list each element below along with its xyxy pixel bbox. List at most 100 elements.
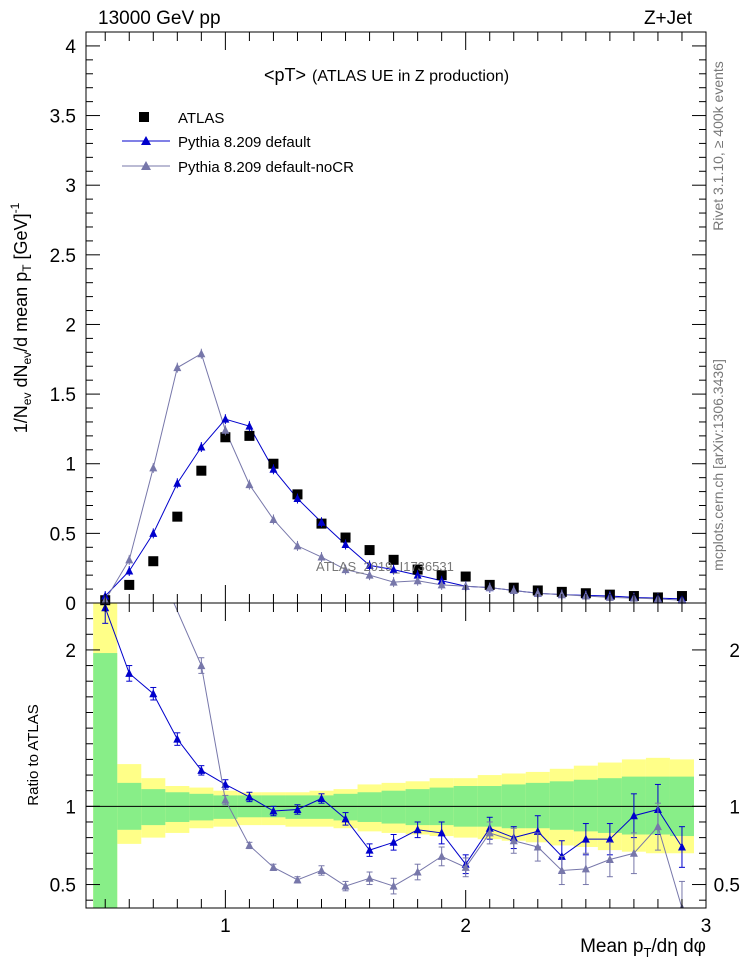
x-axis: 1 2 3 [104,32,712,937]
ratio-point-0 [629,811,638,820]
svg-text:1/Nev dNev/d mean pT [GeV]-1: 1/Nev dNev/d mean pT [GeV]-1 [8,202,34,433]
ratio-point-0 [293,804,302,813]
ratio-point-1 [605,855,614,864]
main-point-1 [149,528,158,537]
main-point-atlas [244,430,255,441]
ratio-point-0 [245,792,254,801]
main-y-axis-label: 1/Nev dNev/d mean pT [GeV]-1 [8,202,34,433]
main-point-2 [341,565,350,574]
rivet-version-label: Rivet 3.1.10, ≥ 400k events [710,61,726,231]
mcplots-label: mcplots.cern.ch [arXiv:1306.3436] [710,359,726,571]
ratio-point-0 [317,794,326,803]
main-point-1 [221,414,230,423]
ratio-point-0 [221,779,230,788]
main-y-tick-label: 0 [65,594,76,615]
main-point-atlas [172,511,183,522]
ratio-panel-frame [85,602,707,909]
analysis-watermark: ATLAS_2019_I1736531 [316,559,454,574]
main-y-tick-label: 2.5 [50,246,76,267]
main-point-atlas [124,579,135,590]
ratio-point-1 [437,851,446,860]
main-y-tick-label: 0.5 [50,524,76,545]
legend-label-default: Pythia 8.209 default [178,134,311,151]
main-point-1 [125,566,134,575]
ratio-y-tick-label: 1 [65,797,76,818]
main-y-tick-label: 1 [65,455,76,476]
ratio-point-1 [533,842,542,851]
main-point-atlas [436,570,447,581]
ratio-point-0 [341,814,350,823]
ratio-point-0 [365,845,374,854]
main-point-2 [197,349,206,358]
ratio-point-1 [485,828,494,837]
main-point-1 [365,560,374,569]
x-tick-label: 3 [701,916,712,937]
ratio-point-1 [581,864,590,873]
main-point-atlas [460,571,471,582]
ratio-band-green [573,779,598,832]
header-left: 13000 GeV pp [98,8,221,29]
ratio-band-green [357,792,382,822]
legend-marker-nocr [141,161,151,170]
ratio-point-0 [413,825,422,834]
ratio-point-1 [557,865,566,874]
main-point-2 [293,541,302,550]
ratio-band-green [213,795,238,819]
ratio-y-tick-label-right: 2 [729,641,740,662]
main-point-2 [125,555,134,564]
main-point-2 [365,570,374,579]
ratio-panel-series [101,497,686,908]
main-point-1 [413,570,422,579]
main-point-2 [389,577,398,586]
main-point-atlas [220,432,231,443]
main-point-2 [317,552,326,561]
ratio-point-1 [221,795,230,804]
ratio-point-0 [581,834,590,843]
ratio-point-1 [629,848,638,857]
main-point-2 [221,425,230,434]
main-y-tick-label: 3 [65,176,76,197]
ratio-point-1 [125,497,133,505]
ratio-y-tick-label-right: 0.5 [714,876,740,897]
ratio-y-tick-label: 2 [65,641,76,662]
main-point-2 [173,363,182,372]
ratio-point-1 [245,840,254,849]
ratio-band-green [381,790,406,824]
x-axis-label: Mean pT/dη dφ [580,936,706,960]
main-y-tick-label: 2 [65,315,76,336]
ratio-point-1 [317,865,326,874]
main-point-1 [293,494,302,503]
ratio-point-0 [197,765,206,774]
legend: ATLAS Pythia 8.209 default Pythia 8.209 … [122,110,354,176]
main-point-1 [197,442,206,451]
main-point-2 [149,463,158,472]
ratio-point-1 [365,873,374,882]
ratio-point-0 [389,837,398,846]
main-point-1 [245,421,254,430]
ratio-point-1 [197,661,206,670]
ratio-series-line-1 [173,603,683,908]
ratio-point-0 [605,834,614,843]
main-point-atlas [148,556,159,567]
ratio-y-axis-label: Ratio to ATLAS [25,704,42,805]
ratio-band-green [141,789,166,826]
main-point-2 [437,580,446,589]
ratio-y-tick-label: 0.5 [50,876,76,897]
main-point-2 [269,514,278,523]
legend-marker-default [141,136,151,145]
main-point-2 [509,585,518,594]
ratio-point-0 [173,734,182,743]
ratio-point-1 [509,836,518,845]
main-point-atlas [388,554,399,565]
legend-label-nocr: Pythia 8.209 default-noCR [178,159,354,176]
legend-marker-atlas [139,112,149,122]
legend-label-atlas: ATLAS [178,110,224,127]
chart-title: <pT> [264,65,306,85]
main-point-atlas [196,465,207,476]
ratio-point-0 [677,842,686,851]
main-point-2 [533,588,542,597]
main-point-2 [485,583,494,592]
main-point-atlas [364,545,375,556]
ratio-point-1 [293,875,302,884]
ratio-band-green [549,781,574,830]
